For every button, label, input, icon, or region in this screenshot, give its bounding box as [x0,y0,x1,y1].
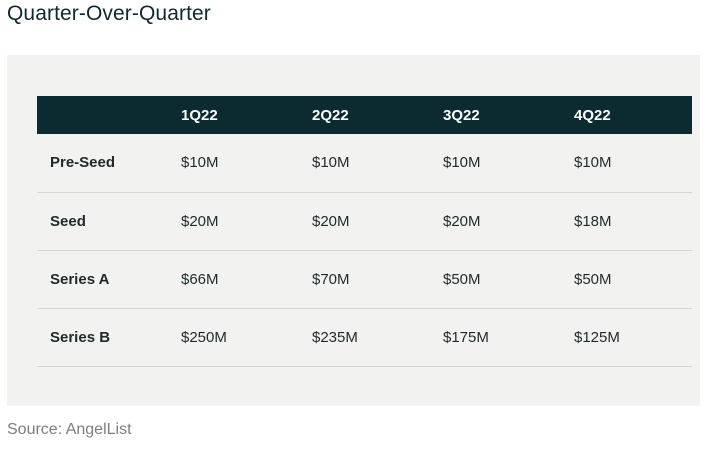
table-cell: $66M [181,270,219,288]
row-label: Pre-Seed [50,154,116,172]
table-cell: $10M [312,154,350,172]
table-cell: $50M [443,270,481,288]
table-cell: $10M [574,154,612,172]
row-label: Series B [50,328,111,346]
table-cell: $20M [443,212,481,230]
table-cell: $18M [574,212,612,230]
table-row: Pre-Seed $10M $10M $10M $10M [37,134,692,192]
table-row: Seed $20M $20M $20M $18M [37,192,692,250]
page-title: Quarter-Over-Quarter [7,2,211,25]
table-row: Series A $66M $70M $50M $50M [37,250,692,308]
table-cell: $235M [312,328,358,346]
table-cell: $250M [181,328,227,346]
header-cell-2q22: 2Q22 [312,106,349,124]
table-cell: $10M [181,154,219,172]
table-header-row: 1Q22 2Q22 3Q22 4Q22 [37,96,692,134]
header-cell-4q22: 4Q22 [574,106,611,124]
header-cell-3q22: 3Q22 [443,106,480,124]
valuation-table: 1Q22 2Q22 3Q22 4Q22 Pre-Seed $10M $10M $… [37,96,692,367]
table-cell: $20M [181,212,219,230]
table-cell: $70M [312,270,350,288]
table-cell: $20M [312,212,350,230]
table-cell: $10M [443,154,481,172]
table-panel: 1Q22 2Q22 3Q22 4Q22 Pre-Seed $10M $10M $… [7,55,700,406]
row-label: Seed [50,212,86,230]
header-cell-1q22: 1Q22 [181,106,218,124]
table-cell: $175M [443,328,489,346]
table-cell: $125M [574,328,620,346]
table-cell: $50M [574,270,612,288]
table-row: Series B $250M $235M $175M $125M [37,308,692,366]
row-label: Series A [50,270,110,288]
header-cell-empty [37,96,168,134]
source-note: Source: AngelList [7,421,132,438]
